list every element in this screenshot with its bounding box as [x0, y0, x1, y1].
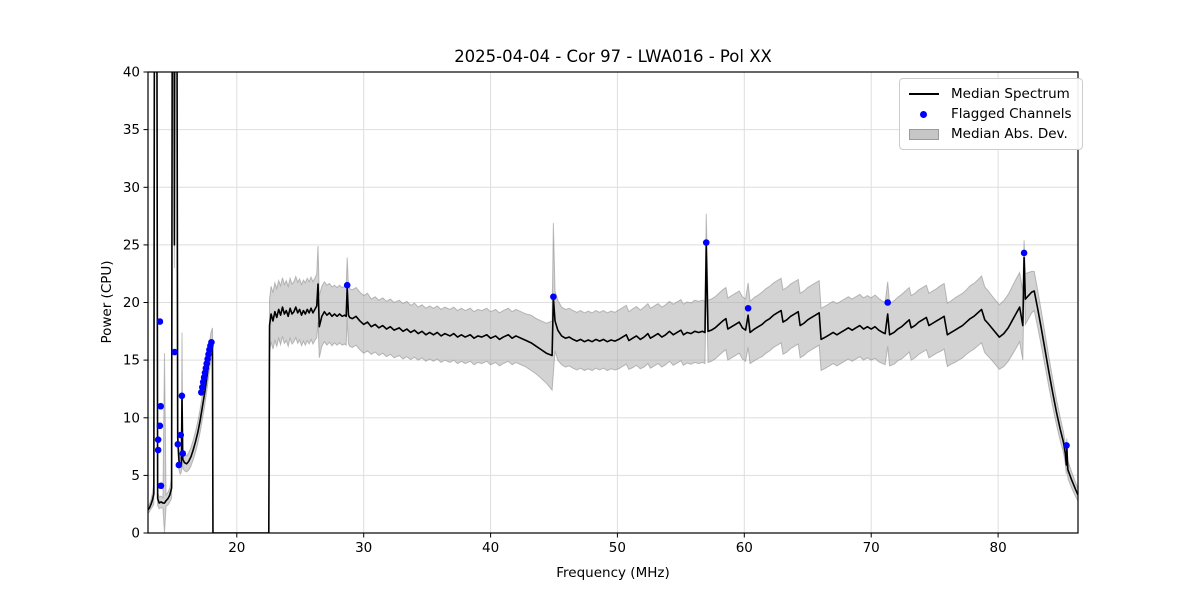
legend: Median Spectrum Flagged Channels Median … [899, 78, 1083, 150]
y-tick-label: 25 [123, 237, 140, 253]
flagged-channel-point [156, 318, 164, 325]
flagged-channel-point [154, 446, 162, 454]
legend-item-mad: Median Abs. Dev. [909, 124, 1072, 144]
legend-label-flagged-channels: Flagged Channels [951, 106, 1072, 122]
chart-title: 2025-04-04 - Cor 97 - LWA016 - Pol XX [454, 47, 772, 66]
flagged-channel-point [197, 389, 205, 396]
legend-patch-swatch [909, 128, 941, 140]
y-tick-label: 5 [131, 468, 140, 484]
x-tick-label: 50 [609, 540, 626, 556]
x-tick-label: 40 [482, 540, 499, 556]
x-axis-ticks: 20 30 40 50 60 70 80 [228, 533, 1007, 556]
x-tick-label: 70 [863, 540, 880, 556]
flagged-channel-point [175, 461, 183, 469]
flagged-channel-point [884, 299, 891, 306]
flagged-channel-point [171, 348, 178, 356]
legend-item-median-spectrum: Median Spectrum [909, 84, 1072, 104]
flagged-channel-point [174, 440, 182, 448]
y-axis-ticks: 0 5 10 15 20 25 30 35 40 [123, 65, 148, 542]
y-tick-label: 20 [123, 295, 140, 311]
flagged-channel-point [177, 431, 185, 439]
flagged-channel-point [702, 239, 710, 246]
x-axis-label: Frequency (MHz) [556, 565, 670, 581]
mad-band [148, 72, 1078, 533]
flagged-channel-point [157, 482, 165, 490]
x-tick-label: 60 [736, 540, 753, 556]
flagged-channel-point [154, 436, 162, 443]
flagged-channel-point [744, 304, 752, 312]
legend-line-swatch [909, 93, 941, 95]
y-tick-label: 35 [123, 122, 140, 138]
y-tick-label: 15 [123, 353, 140, 369]
flagged-channel-point [1063, 442, 1070, 449]
flagged-channels [154, 239, 1070, 490]
flagged-channel-point [208, 338, 215, 346]
x-tick-label: 80 [990, 540, 1007, 556]
y-tick-label: 0 [131, 526, 140, 542]
x-tick-label: 30 [355, 540, 372, 556]
flagged-channel-point [157, 402, 164, 410]
legend-marker-swatch [909, 110, 941, 118]
flagged-channel-point [156, 422, 164, 430]
legend-item-flagged-channels: Flagged Channels [909, 104, 1072, 124]
y-axis-label: Power (CPU) [99, 260, 115, 344]
x-tick-label: 20 [228, 540, 245, 556]
median-spectrum-line [148, 72, 1078, 533]
flagged-channel-point [343, 281, 351, 289]
flagged-channel-point [179, 450, 187, 457]
flagged-channel-point [1020, 249, 1028, 257]
y-tick-label: 40 [123, 65, 140, 81]
legend-label-mad: Median Abs. Dev. [951, 126, 1068, 142]
flagged-channel-point [199, 383, 206, 391]
y-tick-label: 10 [123, 410, 140, 426]
y-tick-label: 30 [123, 180, 140, 196]
legend-label-median-spectrum: Median Spectrum [951, 86, 1070, 102]
flagged-channel-point [550, 293, 557, 301]
flagged-channel-point [178, 392, 186, 400]
